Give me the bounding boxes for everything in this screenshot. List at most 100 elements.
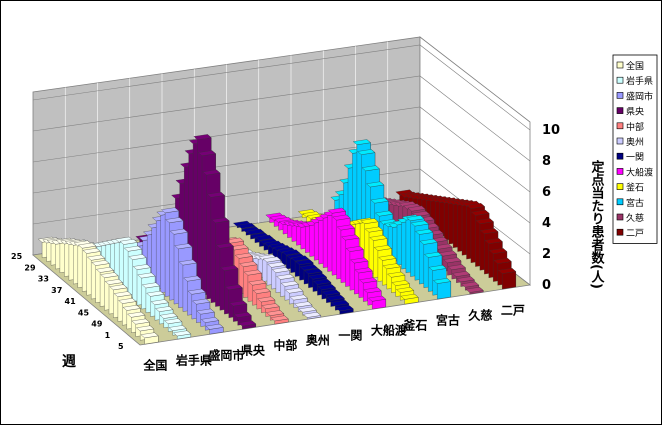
- bar-盛岡市-0: [205, 323, 224, 335]
- legend-entry: 県央: [626, 106, 644, 118]
- legend-entry: 中部: [626, 121, 644, 133]
- bar-top: [192, 298, 211, 305]
- bar-top: [187, 288, 206, 295]
- bar-top: [233, 312, 252, 318]
- category-label: 二戸: [501, 303, 525, 317]
- bar-top: [447, 264, 466, 270]
- bar-top: [197, 150, 217, 156]
- legend-swatch: [616, 183, 624, 190]
- week-tick-label: 29: [24, 263, 36, 272]
- bar-top: [424, 252, 443, 258]
- bar-全国-0: [140, 332, 159, 345]
- bar-top: [456, 276, 475, 283]
- bar-top: [141, 282, 160, 289]
- bar-top: [419, 238, 438, 245]
- bar-top: [255, 234, 274, 241]
- category-label: 釜石: [402, 317, 427, 332]
- bar-top: [326, 294, 345, 301]
- bar-top: [87, 254, 106, 261]
- bar-top: [261, 303, 280, 309]
- bar-top: [193, 134, 212, 140]
- bar-top: [466, 203, 485, 209]
- bar-top: [415, 229, 434, 235]
- bar-top: [118, 298, 137, 304]
- bar-top: [317, 284, 336, 290]
- bar-top: [489, 248, 508, 254]
- bar-top: [289, 294, 308, 301]
- bar-top: [78, 242, 97, 249]
- bar-top: [461, 281, 480, 288]
- bar-top: [308, 273, 327, 280]
- y-axis-label: 定点当たり患者数(人): [589, 159, 606, 288]
- bar-top: [364, 226, 383, 233]
- category-label: 久慈: [468, 307, 492, 322]
- value-grid-line: [32, 75, 531, 162]
- legend-entry: 一関: [626, 152, 644, 163]
- bar-top: [396, 287, 415, 293]
- bar-top: [246, 228, 265, 235]
- bar-top: [159, 313, 178, 319]
- bar-top: [95, 267, 115, 273]
- bar-top: [369, 235, 388, 241]
- y-tick-label: 6: [542, 185, 551, 200]
- bar-top: [387, 271, 406, 278]
- week-tick-label: 41: [65, 297, 77, 306]
- y-tick-label: 2: [542, 247, 551, 262]
- bar-県央-0: [238, 320, 257, 330]
- bar-top: [202, 169, 221, 176]
- legend-entry: 二戸: [626, 228, 644, 239]
- bar-top: [119, 239, 138, 245]
- bar-top: [123, 245, 143, 252]
- bar-top: [360, 218, 379, 224]
- bar-top: [406, 215, 425, 221]
- bar-top: [391, 280, 410, 286]
- bar-top: [173, 330, 192, 337]
- bar-top: [220, 265, 239, 271]
- bar-top: [361, 165, 380, 172]
- bar-top: [262, 256, 282, 263]
- bar-top: [82, 248, 101, 254]
- category-label: 全国: [142, 357, 167, 372]
- bar-top: [484, 238, 503, 244]
- bar-top: [294, 301, 313, 308]
- value-grid-line: [32, 106, 531, 193]
- legend-swatch: [616, 168, 624, 175]
- bar-久慈-0: [465, 286, 484, 295]
- bar-top: [252, 288, 271, 294]
- bar-top: [164, 318, 183, 324]
- legend-swatch: [616, 228, 624, 236]
- category-label: 盛岡市: [208, 347, 244, 362]
- bar-top: [298, 306, 317, 313]
- bar-top: [295, 259, 314, 265]
- week-tick-label: 49: [91, 320, 103, 329]
- bar-top: [91, 260, 110, 266]
- bar-top: [224, 284, 243, 291]
- legend-entry: 大船渡: [626, 166, 653, 178]
- bar-top: [270, 315, 289, 322]
- bar-top: [128, 254, 147, 260]
- chart-bars: [37, 134, 517, 345]
- week-tick-label: 33: [38, 275, 49, 284]
- y-tick-label: 8: [542, 154, 551, 169]
- x-axis-label: 週: [62, 354, 76, 370]
- bar-top: [370, 197, 389, 204]
- legend-swatch: [616, 122, 624, 130]
- bar-top: [104, 279, 123, 285]
- bar-一関-0: [335, 305, 354, 315]
- bar-top: [206, 191, 225, 198]
- bar-top: [410, 220, 429, 227]
- bar-top: [375, 210, 394, 217]
- bar-top: [350, 257, 369, 264]
- bar-top: [150, 299, 169, 305]
- bar-top: [257, 296, 276, 303]
- week-tick-label: 45: [78, 308, 90, 317]
- value-grid-line: [32, 137, 531, 224]
- bar-top: [169, 228, 188, 235]
- bar-top: [215, 242, 234, 249]
- bar-top: [196, 308, 215, 315]
- bar-top: [327, 207, 347, 214]
- bar-top: [471, 209, 490, 216]
- category-label: 県央: [241, 342, 266, 357]
